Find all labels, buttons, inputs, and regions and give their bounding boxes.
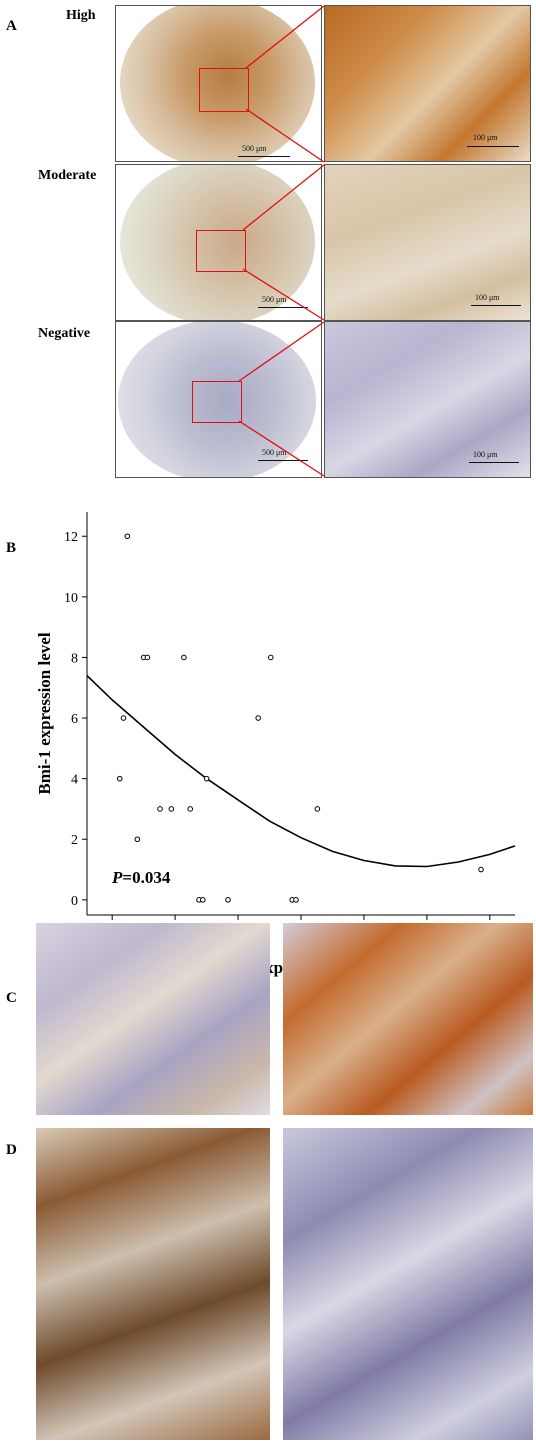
scale-label-high-left: 500 μm	[242, 144, 267, 153]
data-point-10	[168, 806, 175, 812]
panel-c-letter: C	[6, 990, 17, 1006]
connector-negative-bottom	[238, 420, 325, 477]
panel-b-letter: B	[6, 540, 17, 556]
p-value-annotation: P=0.034	[111, 868, 171, 887]
row-label-moderate: Moderate	[38, 168, 97, 183]
y-axis-title: Bmi-1 expression level	[35, 632, 54, 794]
data-point-13	[134, 836, 141, 843]
y-tick-label-3: 6	[71, 712, 78, 727]
data-point-8	[203, 775, 210, 782]
scale-bar-moderate-left	[258, 307, 308, 308]
scatter-chart: 0246810120.000.050.100.150.200.250.30miR…	[35, 512, 516, 977]
connector-negative-top	[238, 321, 325, 382]
fit-curve	[86, 675, 516, 868]
scale-bar-high-left	[238, 156, 290, 157]
data-point-16	[200, 897, 206, 903]
tissue-core-negative: 500 μm	[115, 321, 322, 478]
y-tick-label-5: 10	[64, 591, 78, 606]
zoom-connectors	[238, 5, 325, 477]
ihc-image-c-right	[283, 923, 533, 1115]
ihc-image-d-left	[36, 1128, 270, 1440]
data-point-17	[225, 897, 231, 903]
y-tick-label-2: 4	[71, 773, 78, 788]
data-point-4	[267, 654, 274, 661]
scale-label-moderate-right: 100 μm	[475, 293, 500, 302]
tissue-zoom-moderate: 100 μm	[324, 164, 531, 321]
row-label-negative: Negative	[38, 326, 91, 341]
y-tick-label-6: 12	[64, 530, 78, 545]
data-point-3	[181, 654, 187, 661]
y-tick-label-1: 2	[71, 833, 78, 848]
scale-label-moderate-left: 500 μm	[262, 295, 287, 304]
ihc-image-c-left	[36, 923, 270, 1115]
data-point-7	[116, 775, 123, 782]
zoom-region-negative	[192, 381, 242, 423]
tissue-core-high: 500 μm	[115, 5, 322, 162]
data-point-0	[124, 533, 131, 540]
data-point-12	[314, 806, 321, 812]
data-point-6	[255, 715, 262, 721]
connector-moderate-top	[242, 164, 325, 231]
data-point-5	[120, 715, 127, 721]
scale-label-negative-left: 500 μm	[262, 448, 287, 457]
scale-bar-high-right	[467, 146, 519, 147]
panel-d-letter: D	[6, 1142, 17, 1158]
data-point-2	[144, 654, 151, 661]
tissue-zoom-high: 100 μm	[324, 5, 531, 162]
data-point-9	[157, 806, 163, 812]
zoom-region-high	[199, 68, 249, 112]
y-tick-label-4: 8	[71, 651, 78, 666]
data-point-14	[478, 866, 484, 873]
scale-bar-moderate-right	[471, 305, 521, 306]
connector-high-bottom	[245, 108, 325, 163]
connector-high-top	[245, 5, 325, 69]
tissue-zoom-negative: 100 μm	[324, 321, 531, 478]
connector-moderate-bottom	[242, 268, 325, 321]
data-point-19	[293, 897, 299, 903]
scale-label-high-right: 100 μm	[473, 133, 498, 142]
ihc-image-d-right	[283, 1128, 533, 1440]
scale-bar-negative-left	[258, 460, 308, 461]
row-label-high: High	[66, 8, 96, 23]
scale-label-negative-right: 100 μm	[473, 450, 498, 459]
panel-a-letter: A	[6, 18, 17, 34]
zoom-region-moderate	[196, 230, 246, 272]
y-tick-label-0: 0	[71, 894, 78, 909]
scale-bar-negative-right	[469, 462, 519, 463]
data-point-11	[187, 806, 194, 812]
